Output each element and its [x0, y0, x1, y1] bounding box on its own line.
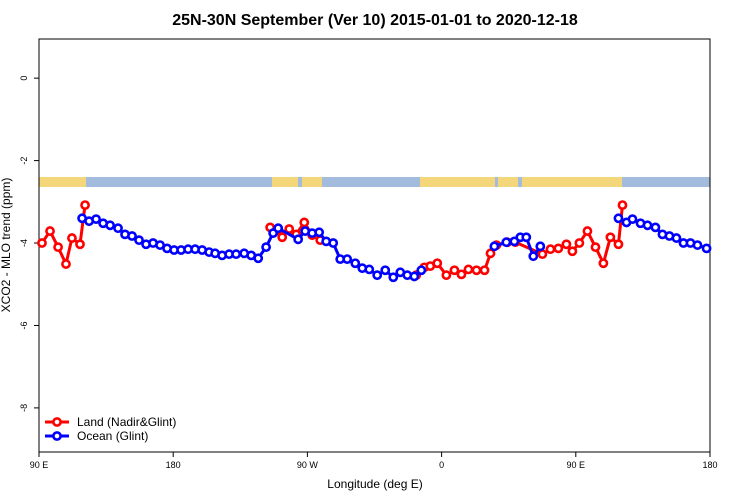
point — [701, 243, 712, 254]
point — [91, 214, 102, 225]
point — [67, 233, 77, 243]
point — [328, 238, 339, 248]
point — [650, 222, 661, 233]
point — [456, 269, 467, 280]
point — [293, 234, 304, 245]
x-tick-label: 0 — [439, 460, 444, 470]
point — [617, 200, 628, 211]
point — [642, 220, 653, 231]
x-tick-label: 90 E — [567, 460, 586, 470]
point — [372, 270, 383, 281]
point — [613, 239, 624, 250]
point — [284, 224, 295, 234]
point — [53, 242, 63, 253]
point — [416, 265, 427, 276]
point — [261, 242, 271, 253]
x-tick-label: 90 W — [297, 460, 319, 470]
legend-label: Land (Nadir&Glint) — [77, 415, 176, 429]
point — [105, 220, 116, 231]
legend-marker — [52, 431, 62, 441]
point — [561, 239, 572, 250]
point — [545, 244, 556, 255]
point — [535, 241, 546, 252]
point — [113, 223, 123, 234]
point — [485, 248, 496, 259]
point — [449, 265, 460, 276]
point — [432, 258, 443, 269]
point — [590, 242, 601, 253]
x-tick-label: 90 E — [30, 460, 49, 470]
point — [537, 249, 548, 260]
point — [75, 239, 85, 250]
legend-label: Ocean (Glint) — [77, 429, 148, 443]
point — [479, 265, 490, 276]
y-tick-label: -8 — [19, 404, 29, 412]
point — [613, 213, 624, 224]
y-tick-label: -2 — [19, 157, 29, 165]
point — [273, 223, 284, 234]
y-tick-label: 0 — [19, 76, 29, 81]
map-strip — [39, 177, 710, 187]
y-tick-label: -6 — [19, 321, 29, 329]
point — [553, 243, 564, 254]
point — [253, 253, 264, 264]
x-tick-label: 180 — [166, 460, 181, 470]
point — [692, 240, 703, 250]
point — [528, 251, 539, 262]
point — [605, 232, 616, 243]
point — [380, 265, 391, 276]
point — [671, 233, 682, 243]
point — [364, 264, 375, 275]
point — [441, 270, 452, 281]
point — [501, 237, 512, 248]
y-tick-label: -4 — [19, 239, 29, 247]
x-axis-label: Longitude (deg E) — [327, 477, 422, 491]
point — [277, 232, 288, 243]
point — [574, 238, 585, 248]
point — [388, 272, 399, 283]
point — [489, 241, 500, 252]
point — [299, 217, 310, 228]
point — [342, 254, 353, 265]
point — [582, 226, 593, 236]
point — [134, 235, 144, 246]
point — [567, 246, 578, 257]
y-axis-label: XCO2 - MLO trend (ppm) — [0, 178, 13, 313]
chart-title: 25N-30N September (Ver 10) 2015-01-01 to… — [172, 12, 578, 29]
point — [80, 200, 90, 211]
point — [127, 231, 137, 241]
point — [37, 238, 47, 248]
point — [471, 265, 482, 276]
point — [314, 227, 325, 238]
point — [463, 264, 474, 275]
point — [627, 214, 638, 225]
legend-marker — [52, 417, 62, 427]
point — [350, 258, 361, 269]
x-tick-label: 180 — [702, 460, 717, 470]
point — [61, 259, 71, 269]
point — [598, 258, 609, 269]
point — [521, 232, 532, 243]
point — [231, 249, 242, 260]
point — [45, 226, 55, 236]
point — [409, 271, 420, 282]
